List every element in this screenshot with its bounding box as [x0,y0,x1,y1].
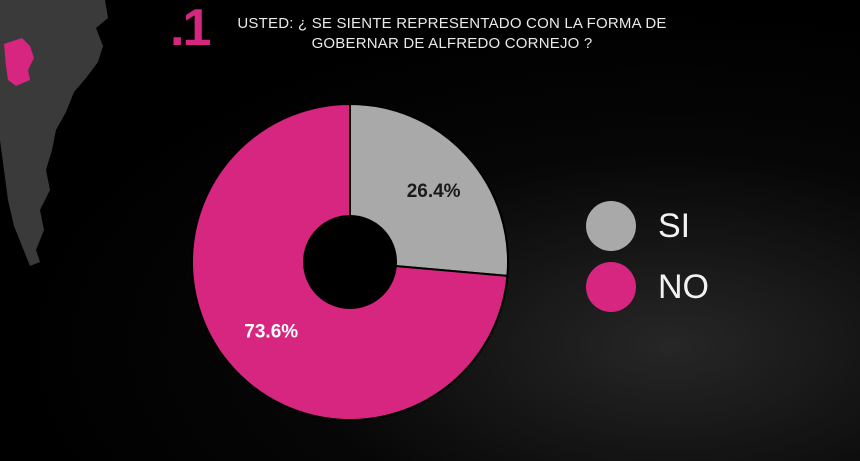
legend-swatch-no [586,262,636,312]
question-line-2: GOBERNAR DE ALFREDO CORNEJO ? [311,35,593,52]
legend-swatch-si [586,201,636,251]
argentina-map-icon [0,0,108,266]
map-province-highlight [4,38,34,86]
data-label-no: 73.6% [244,322,298,343]
donut-hole [303,215,397,309]
data-label-si: 26.4% [407,181,461,202]
question-text: USTED: ¿ SE SIENTE REPRESENTADO CON LA F… [222,14,682,54]
question-line-1: USTED: ¿ SE SIENTE REPRESENTADO CON LA F… [237,15,667,32]
legend-label-si: SI [658,207,691,245]
legend-label-no: NO [658,268,709,306]
question-number: .1 [170,0,211,57]
slice-si [349,102,509,277]
